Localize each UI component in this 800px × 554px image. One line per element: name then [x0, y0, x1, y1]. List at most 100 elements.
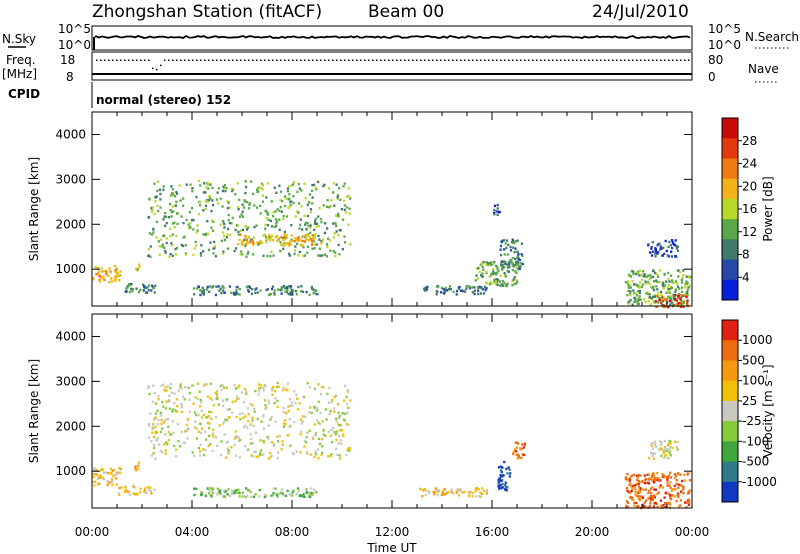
- data-cell: [303, 240, 306, 243]
- data-cell: [439, 291, 443, 294]
- data-cell: [477, 267, 480, 270]
- nave-point: [464, 59, 466, 61]
- data-cell: [669, 454, 672, 457]
- data-cell: [268, 235, 271, 239]
- data-cell: [662, 305, 665, 308]
- data-cell: [626, 489, 629, 493]
- data-cell: [342, 218, 345, 221]
- data-cell: [292, 489, 295, 492]
- data-cell: [499, 484, 502, 487]
- data-cell: [634, 298, 637, 301]
- nave-point: [260, 59, 262, 61]
- nave-point: [168, 59, 170, 61]
- data-cell: [276, 381, 279, 385]
- data-cell: [661, 486, 664, 489]
- data-cell: [481, 263, 484, 266]
- data-cell: [662, 504, 665, 507]
- data-cell: [246, 241, 249, 244]
- data-cell: [301, 243, 304, 247]
- data-cell: [264, 209, 267, 212]
- data-cell: [289, 293, 292, 296]
- data-cell: [337, 214, 340, 217]
- data-cell: [653, 280, 656, 283]
- data-cell: [660, 247, 663, 250]
- data-cell: [288, 254, 291, 257]
- data-cell: [202, 413, 205, 416]
- data-cell: [642, 274, 645, 278]
- data-cell: [468, 494, 471, 498]
- data-cell: [677, 275, 680, 278]
- data-cell: [654, 300, 657, 303]
- data-cell: [155, 236, 158, 239]
- data-cell: [162, 234, 165, 238]
- data-cell: [276, 385, 279, 389]
- nave-point: [180, 59, 182, 61]
- colorbar-segment: [722, 380, 738, 402]
- data-cell: [626, 281, 629, 285]
- data-cell: [228, 416, 231, 419]
- data-cell: [637, 302, 640, 305]
- data-cell: [442, 288, 445, 291]
- data-cell: [335, 430, 338, 433]
- data-cell: [176, 222, 179, 225]
- data-cell: [669, 445, 672, 449]
- data-cell: [672, 297, 675, 300]
- data-cell: [192, 402, 195, 405]
- data-cell: [274, 487, 277, 490]
- data-cell: [324, 222, 327, 225]
- data-cell: [662, 287, 665, 290]
- data-cell: [656, 275, 660, 278]
- data-cell: [317, 383, 320, 386]
- data-cell: [227, 416, 230, 419]
- data-cell: [688, 498, 691, 502]
- data-cell: [235, 285, 238, 289]
- data-cell: [143, 490, 146, 493]
- data-cell: [481, 288, 484, 291]
- data-cell: [449, 287, 453, 291]
- data-cell: [465, 287, 468, 291]
- data-cell: [180, 243, 183, 247]
- data-cell: [636, 476, 639, 479]
- data-cell: [100, 270, 103, 273]
- data-cell: [252, 192, 255, 196]
- data-cell: [263, 399, 266, 402]
- data-cell: [675, 500, 678, 503]
- data-cell: [499, 469, 503, 472]
- data-cell: [343, 208, 346, 211]
- data-cell: [667, 442, 670, 446]
- data-cell: [289, 243, 292, 246]
- data-cell: [675, 288, 678, 292]
- data-cell: [237, 230, 240, 234]
- data-cell: [234, 193, 237, 196]
- data-cell: [256, 206, 259, 209]
- data-cell: [643, 482, 647, 485]
- data-cell: [310, 243, 314, 246]
- data-cell: [302, 246, 305, 249]
- data-cell: [249, 490, 252, 494]
- data-cell: [170, 215, 173, 218]
- data-cell: [676, 441, 679, 444]
- data-cell: [118, 486, 121, 490]
- data-cell: [269, 255, 272, 258]
- data-cell: [232, 292, 236, 295]
- data-cell: [338, 415, 341, 418]
- data-cell: [152, 452, 155, 455]
- data-cell: [149, 490, 152, 493]
- data-cell: [340, 429, 344, 432]
- data-cell: [671, 246, 674, 250]
- data-cell: [488, 283, 492, 286]
- data-cell: [133, 492, 136, 496]
- data-cell: [226, 227, 230, 231]
- data-cell: [309, 208, 313, 211]
- data-cell: [298, 187, 301, 190]
- data-cell: [656, 476, 659, 480]
- data-cell: [111, 483, 114, 486]
- data-cell: [303, 182, 306, 185]
- data-cell: [225, 386, 228, 389]
- data-cell: [335, 447, 338, 450]
- data-cell: [683, 473, 686, 476]
- data-cell: [167, 425, 170, 429]
- data-cell: [266, 224, 269, 227]
- data-cell: [317, 437, 320, 441]
- data-cell: [458, 285, 461, 289]
